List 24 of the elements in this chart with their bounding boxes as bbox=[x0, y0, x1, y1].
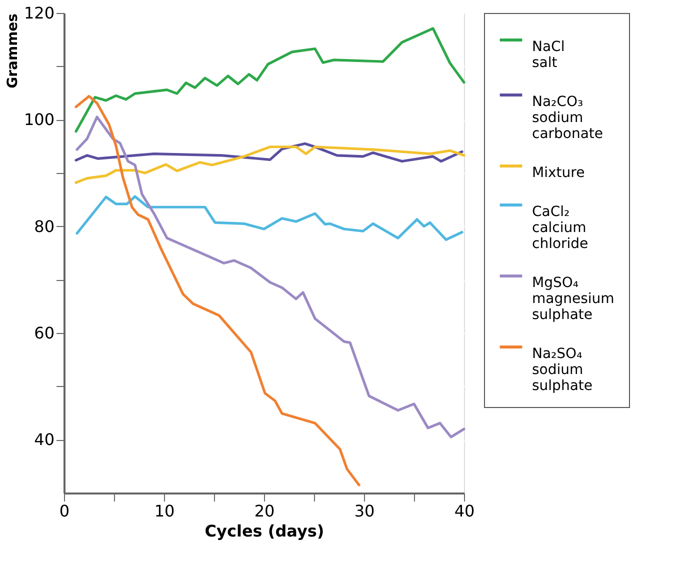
legend-label: NaCl salt bbox=[532, 39, 565, 71]
x-axis-title: Cycles (days) bbox=[204, 522, 324, 540]
y-tick-label: 100 bbox=[24, 110, 54, 130]
line-series bbox=[74, 146, 466, 184]
line-series bbox=[74, 94, 360, 486]
y-tick-label: 80 bbox=[34, 216, 54, 236]
y-tick-label: 60 bbox=[34, 324, 54, 342]
legend-label: Mixture bbox=[532, 165, 585, 181]
line-series bbox=[76, 195, 464, 241]
line-series bbox=[76, 116, 466, 438]
x-tick-label: 40 bbox=[454, 502, 475, 520]
x-tick-label: 20 bbox=[254, 502, 275, 520]
x-tick-label: 0 bbox=[59, 502, 70, 520]
x-tick-label: 10 bbox=[154, 502, 175, 520]
legend-label: MgSO₄ magnesium sulphate bbox=[532, 275, 614, 323]
y-axis-title: Grammes bbox=[4, 14, 21, 88]
line-series bbox=[74, 27, 466, 133]
x-tick-label: 30 bbox=[354, 502, 375, 520]
legend-label: CaCl₂ calcium chloride bbox=[532, 204, 588, 252]
legend-label: Na₂CO₃ sodium carbonate bbox=[532, 94, 604, 142]
y-tick-label: 120 bbox=[24, 4, 54, 22]
line-series bbox=[74, 142, 464, 163]
y-tick-label: 40 bbox=[34, 430, 54, 450]
legend-label: Na₂SO₄ sodium sulphate bbox=[532, 346, 592, 394]
